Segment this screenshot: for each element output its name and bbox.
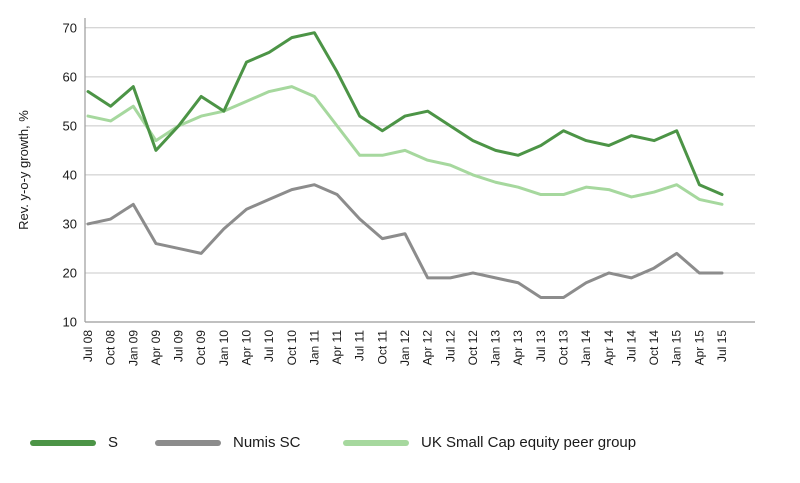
x-tick-label-22: Jan 14 xyxy=(579,330,593,366)
x-tick-label-13: Oct 11 xyxy=(375,330,389,365)
legend-label-series-2: Numis SC xyxy=(233,434,301,451)
x-tick-label-1: Oct 08 xyxy=(104,330,118,366)
y-tick-label-30: 30 xyxy=(63,216,77,231)
legend-label-series-1: S xyxy=(108,434,119,451)
x-tick-label-2: Jan 09 xyxy=(126,330,140,366)
x-tick-label-9: Oct 10 xyxy=(285,330,299,366)
x-tick-label-17: Oct 12 xyxy=(466,330,480,366)
x-tick-label-0: Jul 08 xyxy=(81,330,95,362)
chart-legend: S Numis SC UK Small Cap equity peer grou… xyxy=(0,428,800,468)
x-tick-label-25: Oct 14 xyxy=(647,330,661,366)
x-tick-label-21: Oct 13 xyxy=(557,330,571,366)
y-tick-label-10: 10 xyxy=(63,315,77,330)
x-tick-label-14: Jan 12 xyxy=(398,330,412,366)
x-tick-label-28: Jul 15 xyxy=(715,330,729,362)
x-tick-label-6: Jan 10 xyxy=(217,330,231,366)
x-tick-label-5: Oct 09 xyxy=(194,330,208,366)
series-line-1 xyxy=(86,183,724,299)
x-tick-label-24: Jul 14 xyxy=(624,330,638,362)
series-line-2 xyxy=(86,85,724,206)
x-tick-label-19: Apr 13 xyxy=(511,330,525,366)
y-tick-label-70: 70 xyxy=(63,20,77,35)
x-tick-label-15: Apr 12 xyxy=(421,330,435,366)
y-tick-label-40: 40 xyxy=(63,167,77,182)
y-tick-label-20: 20 xyxy=(63,265,77,280)
y-tick-label-60: 60 xyxy=(63,69,77,84)
x-tick-label-26: Jan 15 xyxy=(670,330,684,366)
legend-label-series-3: UK Small Cap equity peer group xyxy=(421,434,637,451)
x-tick-label-10: Jan 11 xyxy=(307,330,321,365)
chart-canvas: Rev. y-o-y growth, % 10 20 30 40 50 60 70 Jul 0… xyxy=(16,18,755,366)
x-tick-label-11: Apr 11 xyxy=(330,330,344,365)
line-chart: Rev. y-o-y growth, % 10 20 30 40 50 60 70 Jul 0… xyxy=(16,18,755,366)
x-tick-label-20: Jul 13 xyxy=(534,330,548,362)
legend-item-series-1: S xyxy=(30,428,118,458)
series-line-0 xyxy=(86,31,724,197)
y-axis-title: Rev. y-o-y growth, % xyxy=(16,110,31,230)
x-tick-label-16: Jul 12 xyxy=(443,330,457,362)
y-tick-label-50: 50 xyxy=(63,118,77,133)
legend-line-dark-green xyxy=(30,440,96,446)
x-tick-label-7: Apr 10 xyxy=(240,330,254,366)
x-tick-label-27: Apr 15 xyxy=(692,330,706,366)
x-tick-label-4: Jul 09 xyxy=(172,330,186,362)
x-tick-label-12: Jul 11 xyxy=(353,330,367,361)
x-tick-label-3: Apr 09 xyxy=(149,330,163,366)
x-tick-label-18: Jan 13 xyxy=(489,330,503,366)
x-tick-label-23: Apr 14 xyxy=(602,330,616,366)
legend-item-series-2: Numis SC xyxy=(155,428,301,458)
legend-item-series-3: UK Small Cap equity peer group xyxy=(343,428,636,458)
x-tick-label-8: Jul 10 xyxy=(262,330,276,362)
legend-line-light-green xyxy=(343,440,409,446)
legend-line-gray xyxy=(155,440,221,446)
